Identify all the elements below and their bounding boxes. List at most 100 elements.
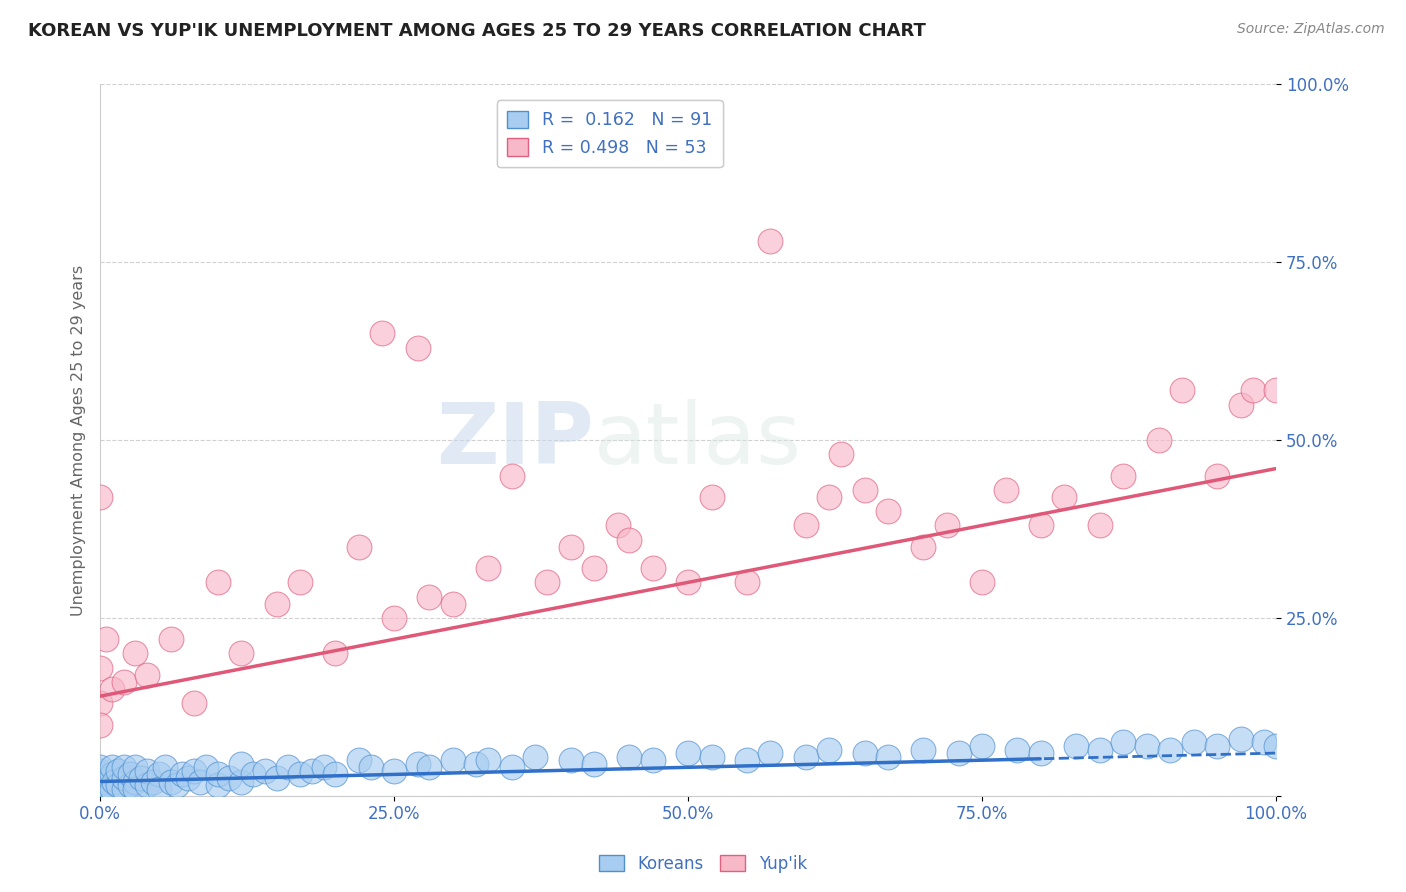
Text: ZIP: ZIP	[436, 399, 595, 482]
Point	[89, 781, 111, 796]
Point	[107, 778, 129, 792]
Point	[89, 490, 111, 504]
Point	[136, 778, 159, 792]
Point	[560, 753, 582, 767]
Point	[360, 760, 382, 774]
Point	[700, 749, 723, 764]
Point	[1007, 742, 1029, 756]
Point	[1112, 735, 1135, 749]
Point	[266, 771, 288, 785]
Point	[207, 778, 229, 792]
Point	[107, 764, 129, 778]
Point	[1265, 384, 1288, 398]
Point	[853, 746, 876, 760]
Point	[94, 774, 117, 789]
Point	[183, 696, 205, 710]
Text: KOREAN VS YUP'IK UNEMPLOYMENT AMONG AGES 25 TO 29 YEARS CORRELATION CHART: KOREAN VS YUP'IK UNEMPLOYMENT AMONG AGES…	[28, 22, 927, 40]
Point	[153, 760, 176, 774]
Point	[112, 781, 135, 796]
Point	[1171, 384, 1194, 398]
Point	[89, 760, 111, 774]
Legend: Koreans, Yup'ik: Koreans, Yup'ik	[592, 848, 814, 880]
Point	[1029, 518, 1052, 533]
Point	[266, 597, 288, 611]
Point	[406, 341, 429, 355]
Point	[1253, 735, 1275, 749]
Point	[818, 490, 841, 504]
Point	[301, 764, 323, 778]
Point	[347, 540, 370, 554]
Point	[465, 756, 488, 771]
Point	[159, 774, 181, 789]
Point	[89, 661, 111, 675]
Legend: R =  0.162   N = 91, R = 0.498   N = 53: R = 0.162 N = 91, R = 0.498 N = 53	[496, 100, 723, 168]
Point	[619, 533, 641, 547]
Point	[972, 739, 994, 753]
Point	[853, 483, 876, 497]
Point	[759, 234, 782, 248]
Point	[477, 561, 499, 575]
Point	[118, 778, 141, 792]
Point	[101, 767, 124, 781]
Point	[288, 767, 311, 781]
Point	[194, 760, 217, 774]
Point	[103, 774, 125, 789]
Point	[89, 783, 111, 797]
Point	[619, 749, 641, 764]
Point	[89, 696, 111, 710]
Point	[1206, 739, 1229, 753]
Point	[312, 760, 335, 774]
Point	[1112, 468, 1135, 483]
Point	[231, 756, 253, 771]
Point	[172, 767, 194, 781]
Point	[441, 597, 464, 611]
Point	[98, 771, 121, 785]
Point	[112, 675, 135, 690]
Point	[794, 518, 817, 533]
Point	[994, 483, 1017, 497]
Point	[207, 575, 229, 590]
Point	[1088, 742, 1111, 756]
Point	[101, 781, 124, 796]
Point	[818, 742, 841, 756]
Point	[1241, 384, 1264, 398]
Point	[89, 780, 111, 795]
Text: atlas: atlas	[595, 399, 801, 482]
Point	[231, 647, 253, 661]
Point	[242, 767, 264, 781]
Point	[188, 774, 211, 789]
Point	[89, 778, 111, 792]
Point	[323, 647, 346, 661]
Point	[231, 774, 253, 789]
Point	[1265, 739, 1288, 753]
Point	[1206, 468, 1229, 483]
Point	[124, 760, 146, 774]
Point	[583, 561, 606, 575]
Point	[112, 771, 135, 785]
Point	[129, 771, 152, 785]
Point	[759, 746, 782, 760]
Point	[1147, 433, 1170, 447]
Point	[441, 753, 464, 767]
Point	[877, 504, 900, 518]
Point	[641, 753, 664, 767]
Point	[142, 774, 165, 789]
Point	[124, 647, 146, 661]
Point	[676, 575, 699, 590]
Point	[124, 781, 146, 796]
Point	[148, 781, 170, 796]
Point	[406, 756, 429, 771]
Point	[118, 767, 141, 781]
Point	[676, 746, 699, 760]
Point	[972, 575, 994, 590]
Point	[207, 767, 229, 781]
Point	[112, 760, 135, 774]
Point	[1230, 398, 1253, 412]
Text: Source: ZipAtlas.com: Source: ZipAtlas.com	[1237, 22, 1385, 37]
Point	[288, 575, 311, 590]
Point	[912, 742, 935, 756]
Point	[1182, 735, 1205, 749]
Point	[794, 749, 817, 764]
Point	[418, 590, 440, 604]
Point	[94, 778, 117, 792]
